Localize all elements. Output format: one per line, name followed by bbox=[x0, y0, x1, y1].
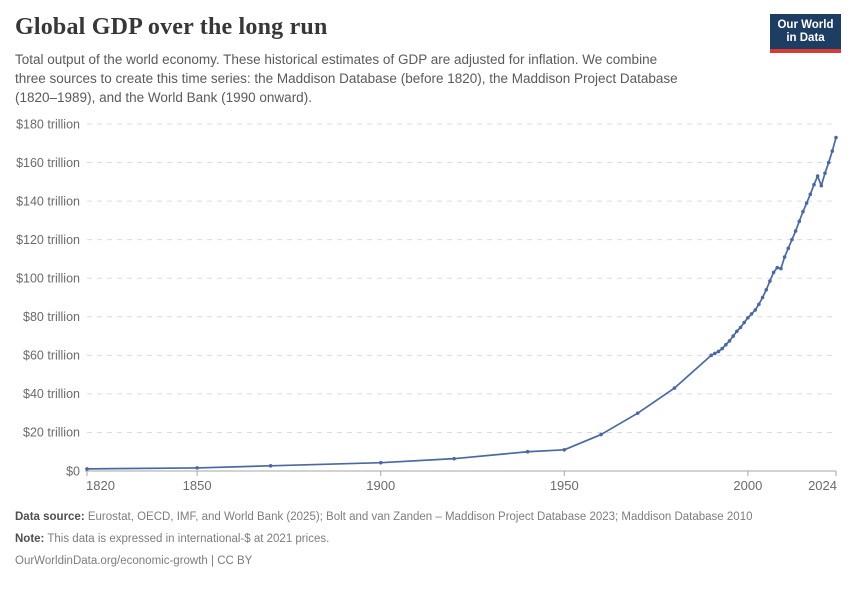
data-point-marker[interactable] bbox=[635, 411, 640, 415]
y-tick-label: $40 trillion bbox=[23, 387, 80, 401]
chart-area: $0 $20 trillion $40 trillion $60 trillion $8… bbox=[0, 109, 850, 506]
chart-header: Global GDP over the long run Total outpu… bbox=[0, 0, 850, 107]
data-point-marker[interactable] bbox=[753, 308, 758, 312]
data-point-marker[interactable] bbox=[812, 182, 816, 187]
note-label: Note: bbox=[15, 533, 45, 545]
x-tick-label: 1820 bbox=[86, 478, 115, 493]
data-source-text: Eurostat, OECD, IMF, and World Bank (202… bbox=[84, 511, 753, 523]
x-axis: 1820 1850 1900 1950 2000 2024 bbox=[86, 471, 837, 493]
x-tick-label: 1950 bbox=[550, 478, 579, 493]
data-point-marker[interactable] bbox=[808, 192, 813, 197]
y-tick-label: $80 trillion bbox=[23, 310, 80, 324]
data-point-marker[interactable] bbox=[525, 449, 530, 454]
note-text: This data is expressed in international-… bbox=[44, 533, 330, 545]
data-point-marker[interactable] bbox=[746, 315, 750, 320]
data-point-marker[interactable] bbox=[195, 466, 199, 470]
data-point-marker[interactable] bbox=[793, 229, 798, 233]
data-point-marker[interactable] bbox=[782, 255, 787, 259]
data-point-marker[interactable] bbox=[749, 312, 754, 316]
data-point-marker[interactable] bbox=[724, 342, 728, 347]
data-point-marker[interactable] bbox=[779, 266, 783, 271]
data-point-marker[interactable] bbox=[771, 270, 776, 275]
y-tick-label: $60 trillion bbox=[23, 349, 80, 363]
data-point-marker[interactable] bbox=[801, 209, 805, 214]
data-point-marker[interactable] bbox=[713, 351, 717, 356]
note-line: Note: This data is expressed in internat… bbox=[15, 531, 785, 547]
y-gridlines bbox=[85, 123, 836, 472]
data-source-label: Data source: bbox=[15, 511, 85, 523]
data-point-marker[interactable] bbox=[826, 160, 831, 165]
data-point-marker[interactable] bbox=[727, 339, 732, 343]
data-point-marker[interactable] bbox=[85, 467, 89, 471]
data-point-marker[interactable] bbox=[760, 295, 765, 300]
data-point-marker[interactable] bbox=[815, 174, 820, 178]
data-point-marker[interactable] bbox=[742, 320, 747, 325]
data-point-marker[interactable] bbox=[378, 460, 383, 465]
data-point-marker[interactable] bbox=[716, 349, 721, 354]
x-tick-label: 1900 bbox=[366, 478, 395, 493]
chart-footer: Data source: Eurostat, OECD, IMF, and Wo… bbox=[0, 506, 800, 569]
subtitle-line: (1820–1989), and the World Bank (1990 on… bbox=[15, 90, 312, 105]
data-point-marker[interactable] bbox=[775, 265, 780, 270]
data-point-marker[interactable] bbox=[768, 279, 772, 283]
subtitle-line: three sources to create this time series… bbox=[15, 71, 678, 86]
y-tick-label: $180 trillion bbox=[16, 117, 80, 131]
data-point-marker[interactable] bbox=[735, 329, 739, 334]
data-point-marker[interactable] bbox=[268, 464, 273, 468]
data-point-marker[interactable] bbox=[804, 201, 809, 205]
y-tick-label: $100 trillion bbox=[16, 272, 80, 286]
data-point-marker[interactable] bbox=[819, 183, 824, 188]
y-tick-label: $160 trillion bbox=[16, 156, 80, 170]
data-point-marker[interactable] bbox=[797, 219, 802, 224]
x-tick-label: 2024 bbox=[808, 478, 837, 493]
data-point-marker[interactable] bbox=[720, 346, 724, 351]
x-tick-label: 1850 bbox=[183, 478, 212, 493]
y-tick-label: $0 bbox=[66, 464, 80, 478]
data-point-marker[interactable] bbox=[823, 171, 827, 175]
y-axis-labels: $0 $20 trillion $40 trillion $60 trillion $8… bbox=[16, 117, 80, 478]
data-point-marker[interactable] bbox=[830, 149, 835, 153]
data-point-marker[interactable] bbox=[731, 334, 735, 338]
attribution-link[interactable]: OurWorldinData.org/economic-growth | CC … bbox=[15, 555, 253, 567]
gdp-series-markers[interactable] bbox=[85, 135, 838, 471]
data-point-marker[interactable] bbox=[672, 386, 677, 390]
data-point-marker[interactable] bbox=[452, 456, 456, 461]
data-point-marker[interactable] bbox=[757, 302, 761, 307]
data-point-marker[interactable] bbox=[834, 135, 838, 140]
chart-subtitle: Total output of the world economy. These… bbox=[15, 50, 835, 107]
data-point-marker[interactable] bbox=[786, 246, 791, 251]
y-tick-label: $140 trillion bbox=[16, 194, 80, 208]
page-title: Global GDP over the long run bbox=[15, 14, 328, 40]
data-point-marker[interactable] bbox=[562, 447, 567, 452]
y-tick-label: $120 trillion bbox=[16, 233, 80, 247]
data-source-line: Data source: Eurostat, OECD, IMF, and Wo… bbox=[15, 509, 785, 525]
x-tick-label: 2000 bbox=[733, 478, 762, 493]
data-point-marker[interactable] bbox=[738, 325, 743, 330]
data-point-marker[interactable] bbox=[790, 237, 794, 242]
gdp-line-chart[interactable]: $0 $20 trillion $40 trillion $60 trillion $8… bbox=[0, 109, 850, 501]
owid-logo-line2: in Data bbox=[786, 32, 825, 44]
owid-logo-line1: Our World bbox=[777, 19, 834, 31]
data-point-marker[interactable] bbox=[764, 287, 769, 292]
owid-logo[interactable]: Our World in Data bbox=[770, 14, 841, 53]
y-tick-label: $20 trillion bbox=[23, 426, 80, 440]
data-point-marker[interactable] bbox=[599, 432, 603, 437]
data-point-marker[interactable] bbox=[709, 353, 713, 358]
gdp-series-line[interactable] bbox=[86, 136, 837, 470]
subtitle-line: Total output of the world economy. These… bbox=[15, 52, 658, 67]
